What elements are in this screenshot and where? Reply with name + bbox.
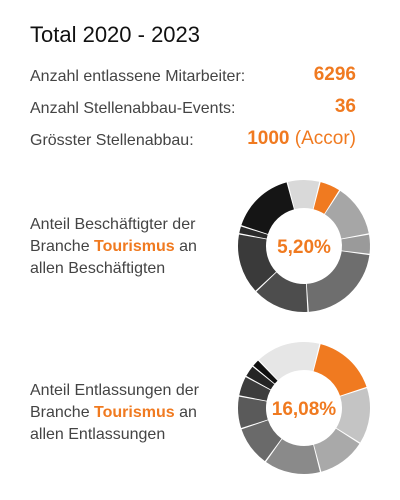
stat-label: Grösster Stellenabbau: <box>30 132 194 149</box>
donut-segment <box>241 420 282 462</box>
stat-label: Anzahl entlassene Mitarbeiter: <box>30 68 246 85</box>
donut-segment <box>336 388 370 443</box>
stat-label: Anzahl Stellenabbau-Events: <box>30 100 236 117</box>
donut-segment <box>246 366 275 390</box>
donut-chart-employment: 5,20% <box>238 180 370 312</box>
stat-row-employees: Anzahl entlassene Mitarbeiter: 6296 <box>30 64 356 92</box>
highlight-word: Tourismus <box>94 238 175 255</box>
highlight-word: Tourismus <box>94 404 175 421</box>
stat-value: 1000 (Accor) <box>247 128 356 149</box>
donut-chart-layoffs: 16,08% <box>238 342 370 474</box>
highlight-segment <box>313 182 340 214</box>
donut-segment <box>239 226 268 239</box>
donut-segment <box>324 190 369 239</box>
donut-center-value: 5,20% <box>277 237 331 258</box>
donut-segment <box>341 234 370 254</box>
donut-segment <box>238 234 277 291</box>
donut-segment <box>253 360 278 384</box>
block-employment-share-text: Anteil Beschäftigter der Branche Tourism… <box>30 214 230 280</box>
block-line3: allen Entlassungen <box>30 426 166 443</box>
stat-row-largest: Grösster Stellenabbau: 1000 (Accor) <box>30 128 356 156</box>
donut-segment <box>266 439 320 474</box>
stat-value: 6296 <box>313 64 356 85</box>
donut-center-value: 16,08% <box>272 399 337 420</box>
block-line1: Anteil Beschäftigter der <box>30 216 196 233</box>
block-line2: Branche Tourismus an <box>30 238 197 255</box>
donut-segment <box>256 272 308 312</box>
donut-segment <box>306 251 370 312</box>
page-title: Total 2020 - 2023 <box>30 22 201 47</box>
block-line3: allen Beschäftigten <box>30 260 166 277</box>
donut-segment <box>241 182 294 235</box>
stat-row-events: Anzahl Stellenabbau-Events: 36 <box>30 96 356 124</box>
stat-note: (Accor) <box>294 128 356 149</box>
donut-segment <box>238 396 268 429</box>
donut-segment <box>259 342 320 381</box>
donut-segment <box>239 377 271 401</box>
donut-segment <box>287 180 320 210</box>
stat-value: 36 <box>334 96 356 117</box>
block-layoff-share-text: Anteil Entlassungen der Branche Tourismu… <box>30 380 230 446</box>
donut-segment <box>313 428 360 472</box>
highlight-segment <box>313 344 367 396</box>
block-line2: Branche Tourismus an <box>30 404 197 421</box>
block-line1: Anteil Entlassungen der <box>30 382 199 399</box>
